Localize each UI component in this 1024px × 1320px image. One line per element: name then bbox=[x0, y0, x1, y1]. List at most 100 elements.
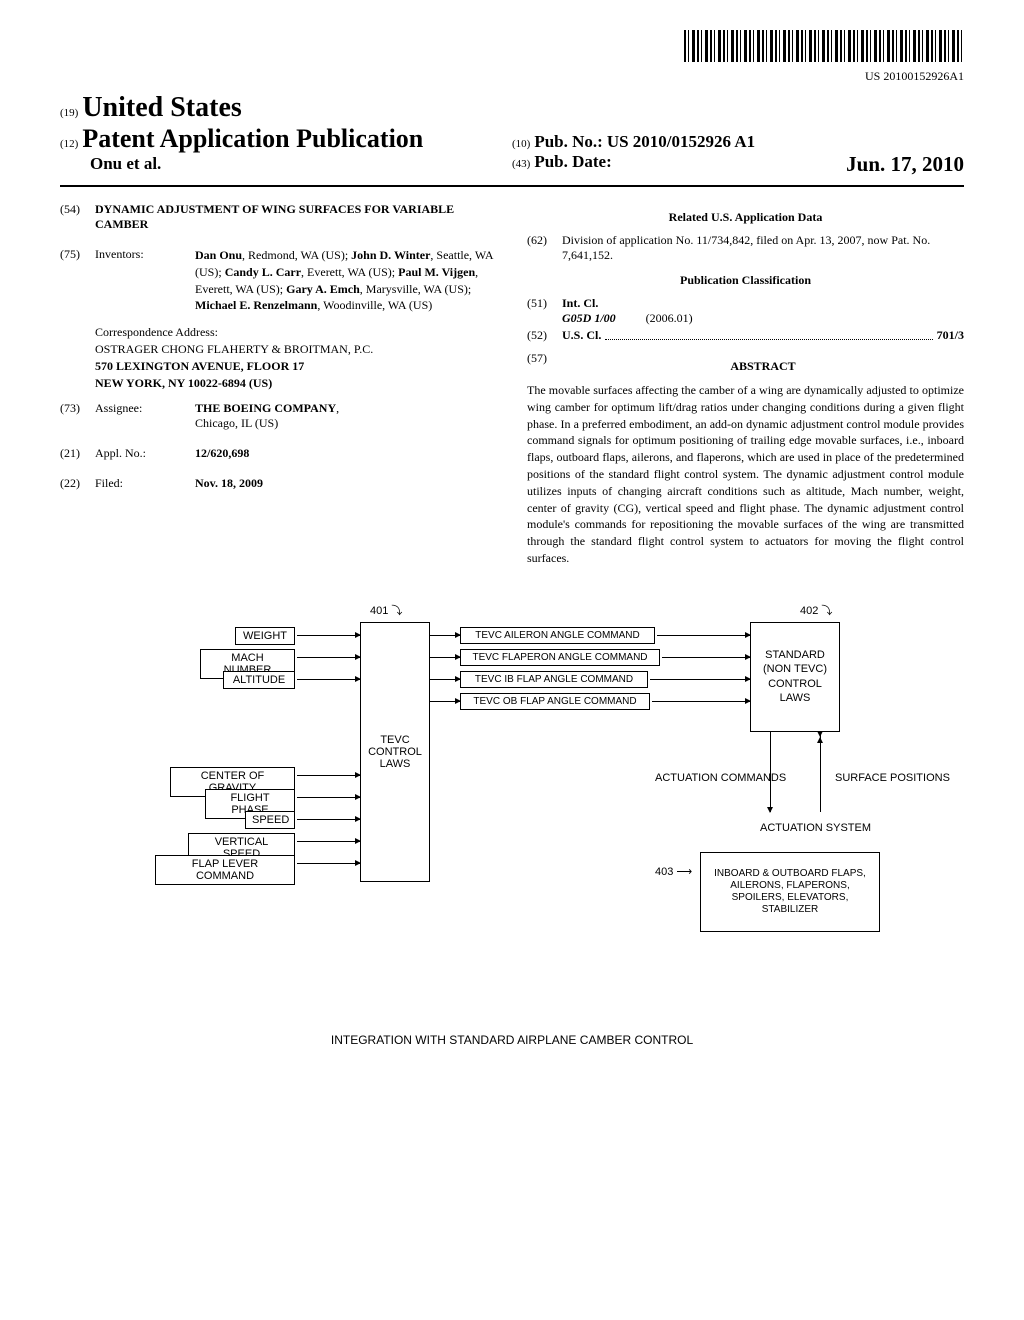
correspondence: Correspondence Address: OSTRAGER CHONG F… bbox=[95, 324, 497, 391]
output-ibflap: TEVC IB FLAP ANGLE COMMAND bbox=[460, 671, 648, 688]
arrow bbox=[297, 797, 360, 798]
actuation-system-label: ACTUATION SYSTEM bbox=[760, 822, 840, 834]
output-aileron: TEVC AILERON ANGLE COMMAND bbox=[460, 627, 655, 644]
barcode-area: US 20100152926A1 bbox=[60, 30, 964, 84]
output-obflap: TEVC OB FLAP ANGLE COMMAND bbox=[460, 693, 650, 710]
filed-label: Filed: bbox=[95, 476, 195, 491]
abstract-heading: ABSTRACT bbox=[562, 359, 964, 374]
intcl-code: (51) bbox=[527, 296, 562, 326]
arrow bbox=[430, 701, 460, 702]
intcl-year: (2006.01) bbox=[646, 311, 693, 325]
filed-field: (22) Filed: Nov. 18, 2009 bbox=[60, 476, 497, 491]
authors-line: Onu et al. bbox=[90, 154, 512, 174]
inventors-list: Dan Onu, Redmond, WA (US); John D. Winte… bbox=[195, 247, 497, 314]
inventor-loc: Everett, WA (US) bbox=[195, 282, 280, 296]
intcl-value: Int. Cl. G05D 1/00 (2006.01) bbox=[562, 296, 964, 326]
tevc-box: TEVC CONTROL LAWS bbox=[360, 622, 430, 882]
related-code: (62) bbox=[527, 233, 562, 263]
abstract-text: The movable surfaces affecting the cambe… bbox=[527, 382, 964, 567]
title-code: (54) bbox=[60, 202, 95, 232]
arrow bbox=[297, 657, 360, 658]
pub-no: US 2010/0152926 A1 bbox=[607, 132, 755, 151]
arrow bbox=[297, 635, 360, 636]
pub-date-code: (43) bbox=[512, 158, 530, 170]
ref-401: 401 ⤵ bbox=[370, 602, 402, 618]
input-altitude: ALTITUDE bbox=[223, 671, 295, 689]
input-flaplever: FLAP LEVER COMMAND bbox=[155, 855, 295, 885]
pub-no-code: (10) bbox=[512, 138, 530, 150]
pub-date-label: Pub. Date: bbox=[534, 152, 611, 171]
uscl-label: U.S. Cl. bbox=[562, 328, 601, 343]
arrow bbox=[650, 679, 750, 680]
arrow bbox=[430, 679, 460, 680]
uscl-field: (52) U.S. Cl. 701/3 bbox=[527, 328, 964, 343]
inventor-name: Dan Onu bbox=[195, 248, 242, 262]
barcode-number: US 20100152926A1 bbox=[60, 69, 964, 84]
inventor-name: John D. Winter bbox=[351, 248, 430, 262]
arrow bbox=[297, 841, 360, 842]
classification-heading: Publication Classification bbox=[527, 273, 964, 288]
left-column: (54) DYNAMIC ADJUSTMENT OF WING SURFACES… bbox=[60, 202, 497, 567]
applno-label: Appl. No.: bbox=[95, 446, 195, 461]
related-text: Division of application No. 11/734,842, … bbox=[562, 233, 964, 263]
intcl-field: (51) Int. Cl. G05D 1/00 (2006.01) bbox=[527, 296, 964, 326]
right-header: (10) Pub. No.: US 2010/0152926 A1 (43) P… bbox=[512, 92, 964, 177]
correspondence-line: OSTRAGER CHONG FLAHERTY & BROITMAN, P.C. bbox=[95, 341, 497, 358]
left-header: (19) United States (12) Patent Applicati… bbox=[60, 92, 512, 174]
ref-402: 402 ⤵ bbox=[800, 602, 832, 618]
inventor-name: Paul M. Vijgen bbox=[398, 265, 475, 279]
related-heading: Related U.S. Application Data bbox=[527, 210, 964, 225]
country-name: United States bbox=[82, 92, 241, 123]
assignee-value: THE BOEING COMPANY, Chicago, IL (US) bbox=[195, 401, 497, 431]
actuation-commands-label: ACTUATION COMMANDS bbox=[655, 772, 786, 784]
barcode-graphic bbox=[684, 30, 964, 62]
surface-positions-label: SURFACE POSITIONS bbox=[835, 772, 950, 784]
inventor-name: Candy L. Carr bbox=[225, 265, 301, 279]
inventors-field: (75) Inventors: Dan Onu, Redmond, WA (US… bbox=[60, 247, 497, 314]
abstract-code: (57) bbox=[527, 351, 562, 382]
ref-403: 403 ⟶ bbox=[655, 865, 692, 878]
inventor-loc: Everett, WA (US) bbox=[307, 265, 392, 279]
assignee-label: Assignee: bbox=[95, 401, 195, 431]
input-speed: SPEED bbox=[245, 811, 295, 829]
title-field: (54) DYNAMIC ADJUSTMENT OF WING SURFACES… bbox=[60, 202, 497, 232]
assignee-name: THE BOEING COMPANY bbox=[195, 401, 336, 415]
arrow bbox=[652, 701, 750, 702]
arrow bbox=[297, 863, 360, 864]
arrow bbox=[297, 819, 360, 820]
inventor-loc: Woodinville, WA (US) bbox=[323, 298, 432, 312]
arrow bbox=[297, 679, 360, 680]
inventor-loc: Marysville, WA (US) bbox=[366, 282, 468, 296]
intcl-label: Int. Cl. bbox=[562, 296, 598, 310]
filed-value: Nov. 18, 2009 bbox=[195, 476, 497, 491]
arrow bbox=[297, 775, 360, 776]
country-code: (19) bbox=[60, 107, 78, 119]
filed-code: (22) bbox=[60, 476, 95, 491]
divider bbox=[60, 185, 964, 187]
inventors-label: Inventors: bbox=[95, 247, 195, 314]
output-flaperon: TEVC FLAPERON ANGLE COMMAND bbox=[460, 649, 660, 666]
surfaces-box: INBOARD & OUTBOARD FLAPS, AILERONS, FLAP… bbox=[700, 852, 880, 932]
arrow bbox=[430, 657, 460, 658]
assignee-code: (73) bbox=[60, 401, 95, 431]
uscl-code: (52) bbox=[527, 328, 562, 343]
uscl-value: 701/3 bbox=[937, 328, 964, 343]
inventors-code: (75) bbox=[60, 247, 95, 314]
standard-box: STANDARD (NON TEVC) CONTROL LAWS bbox=[750, 622, 840, 732]
pub-no-label: Pub. No.: bbox=[534, 132, 602, 151]
correspondence-label: Correspondence Address: bbox=[95, 324, 497, 341]
arrow bbox=[430, 635, 460, 636]
right-column: Related U.S. Application Data (62) Divis… bbox=[527, 202, 964, 567]
pub-type-code: (12) bbox=[60, 138, 78, 150]
arrow bbox=[657, 635, 750, 636]
pub-type: Patent Application Publication bbox=[82, 124, 423, 153]
intcl-cls: G05D 1/00 bbox=[562, 311, 616, 325]
applno-value: 12/620,698 bbox=[195, 446, 497, 461]
applno-field: (21) Appl. No.: 12/620,698 bbox=[60, 446, 497, 461]
diagram: 401 ⤵ WEIGHT MACH NUMBER ALTITUDE CENTER… bbox=[60, 607, 964, 1027]
correspondence-line: 570 LEXINGTON AVENUE, FLOOR 17 bbox=[95, 358, 497, 375]
header-row: (19) United States (12) Patent Applicati… bbox=[60, 92, 964, 177]
arrow bbox=[662, 657, 750, 658]
correspondence-line: NEW YORK, NY 10022-6894 (US) bbox=[95, 375, 497, 392]
input-weight: WEIGHT bbox=[235, 627, 295, 645]
